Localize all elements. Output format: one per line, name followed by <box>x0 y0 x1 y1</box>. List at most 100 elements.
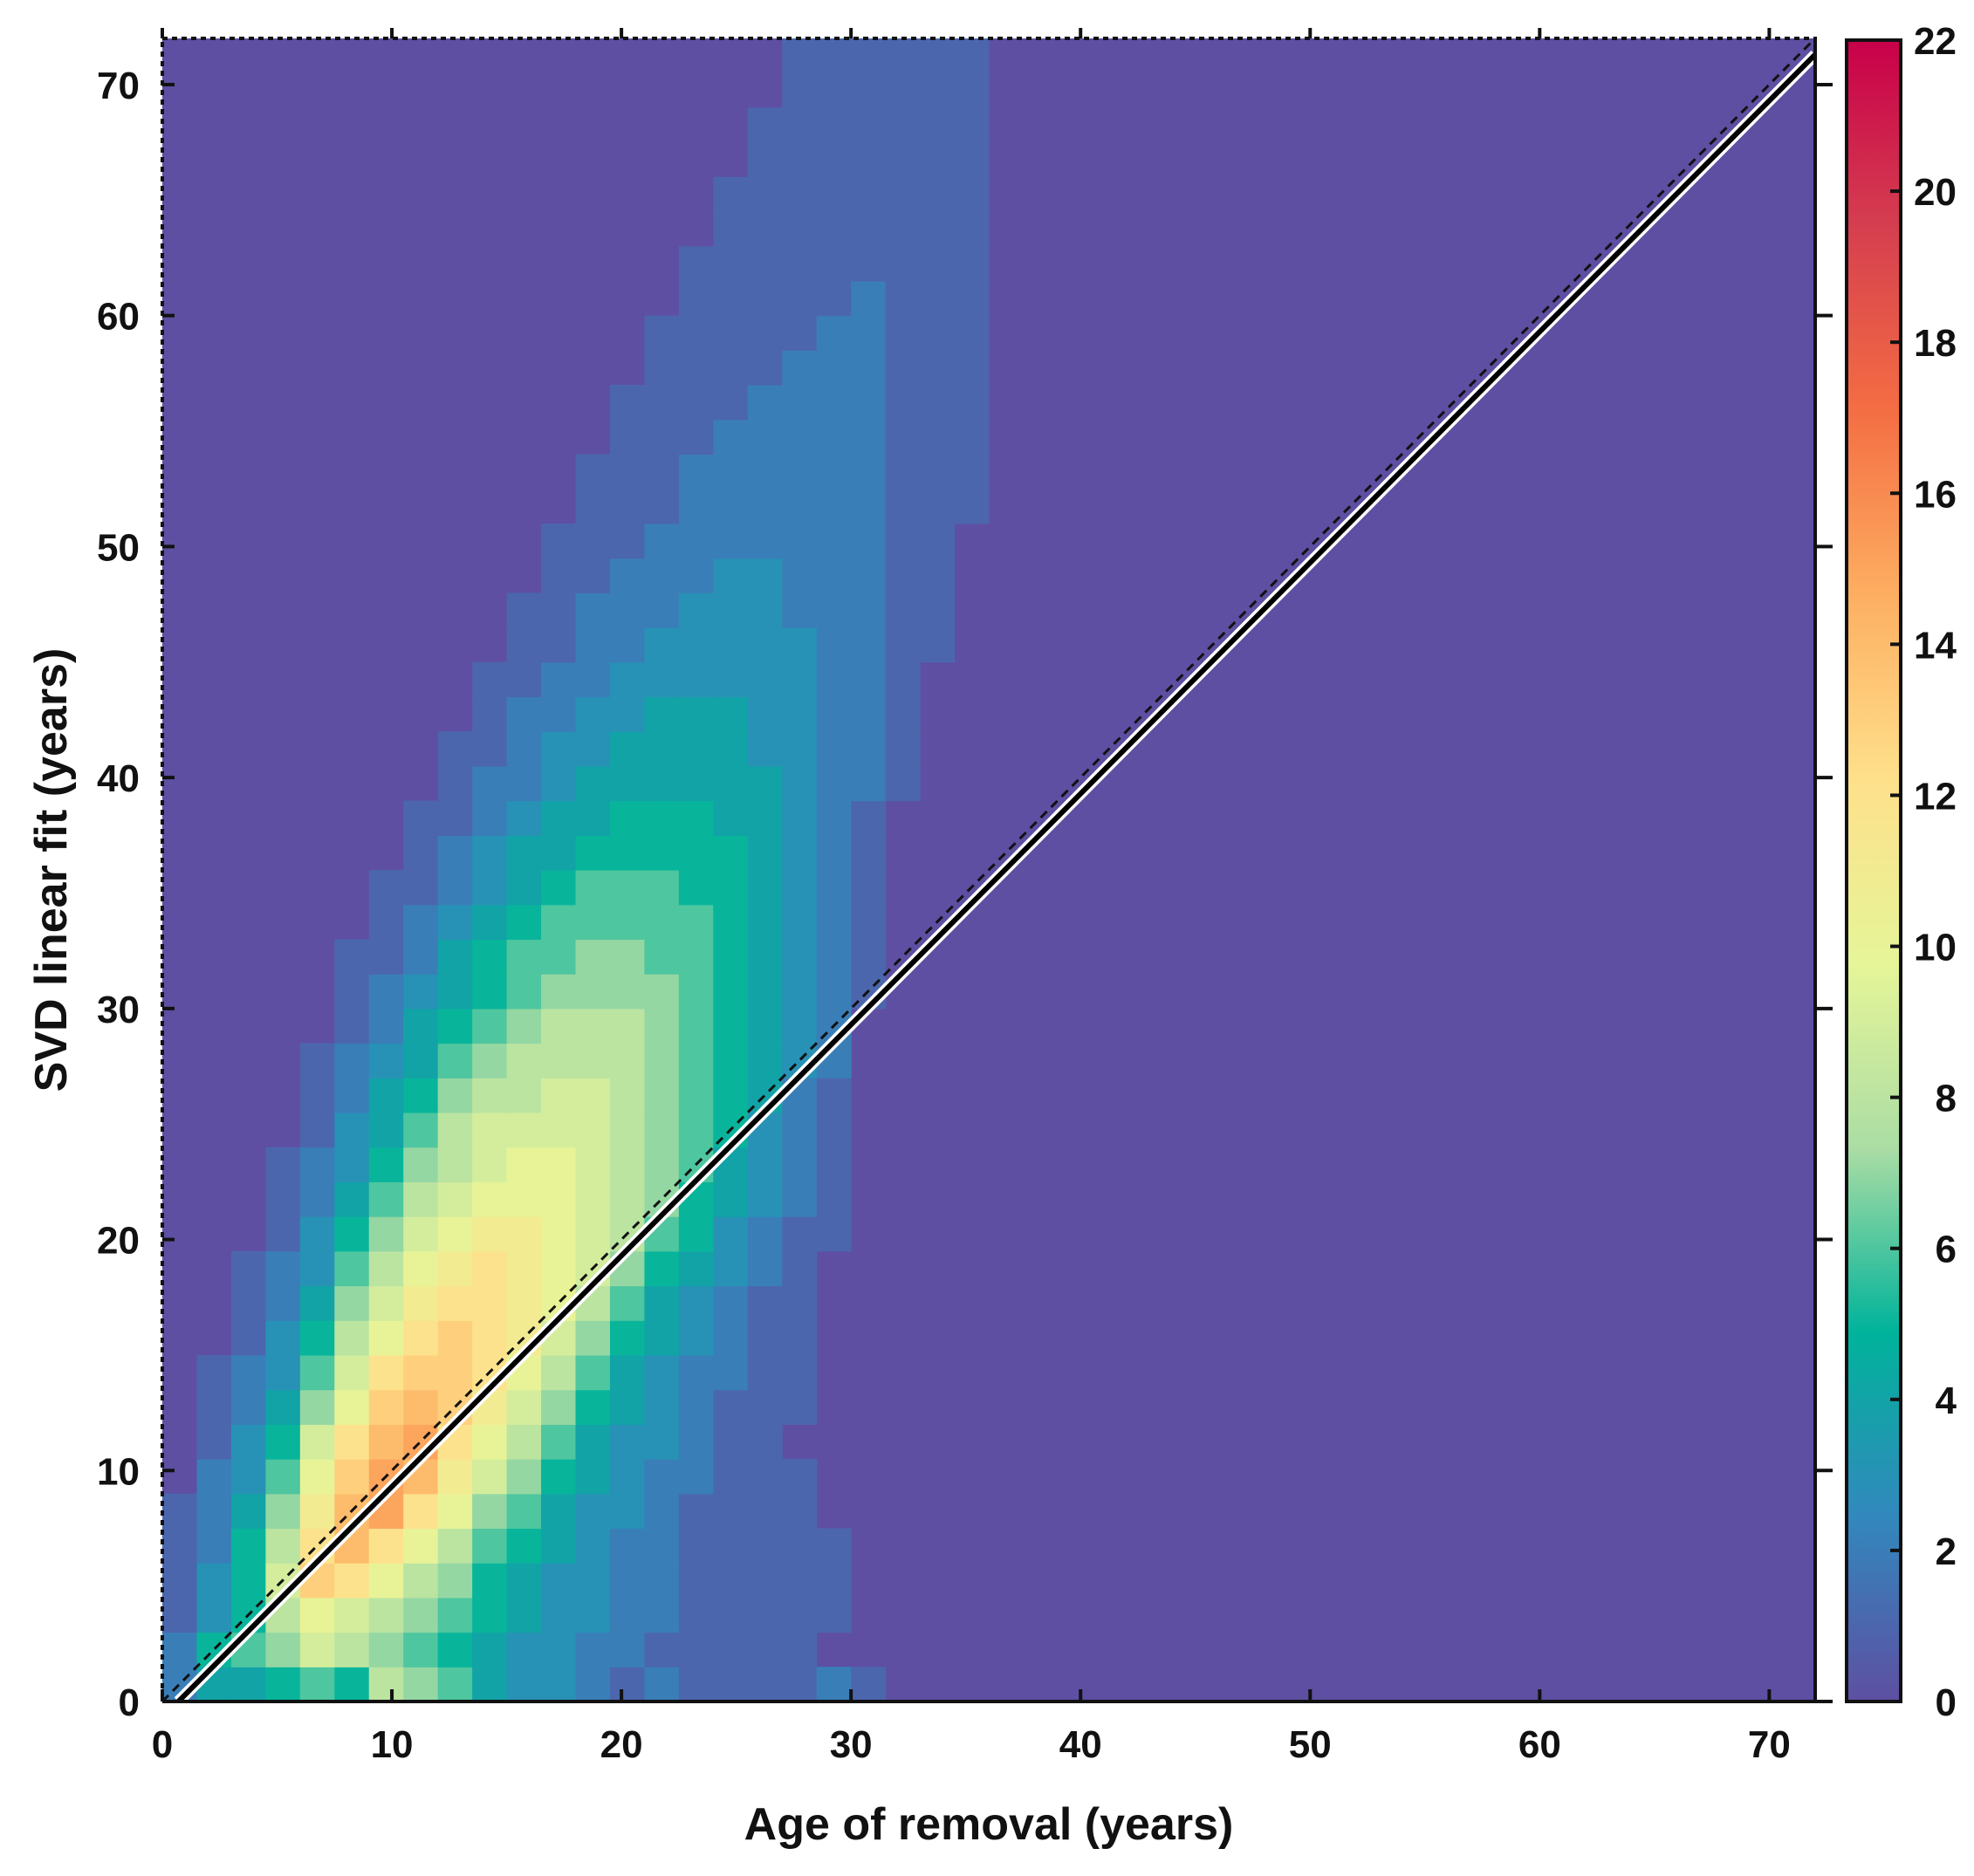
heatmap-cell <box>713 1250 749 1287</box>
heatmap-cell <box>368 1667 404 1702</box>
heatmap-cell <box>782 870 818 906</box>
heatmap-cell <box>816 142 852 178</box>
heatmap-cell <box>403 1632 439 1667</box>
heatmap-cell <box>678 1112 714 1148</box>
heatmap-cell <box>851 350 887 386</box>
heatmap-cell <box>954 350 990 386</box>
heatmap-cell <box>782 315 818 351</box>
heatmap-cell <box>368 1078 404 1113</box>
heatmap-cell <box>437 1667 473 1702</box>
heatmap-cell <box>368 1285 404 1321</box>
heatmap-cell <box>747 1424 783 1460</box>
heatmap-cell <box>782 454 818 490</box>
heatmap-cell <box>678 1424 714 1460</box>
heatmap-cell <box>541 1112 577 1148</box>
heatmap-cell <box>437 1008 473 1044</box>
heatmap-cell <box>678 765 714 802</box>
heatmap-cell <box>713 1285 749 1321</box>
heatmap-cell <box>678 835 714 871</box>
heatmap-cell <box>713 1043 749 1078</box>
y-axis-title: SVD linear fit (years) <box>26 648 77 1092</box>
colorbar-tick-label: 12 <box>1914 775 1957 818</box>
heatmap-cell <box>782 1632 818 1667</box>
heatmap-cell <box>954 142 990 178</box>
heatmap-cell <box>782 800 818 836</box>
heatmap-cell <box>885 350 921 386</box>
heatmap-cell <box>747 1667 783 1702</box>
heatmap-cell <box>644 1424 680 1460</box>
y-tick-label: 30 <box>97 989 140 1031</box>
heatmap-cell <box>713 523 749 559</box>
heatmap-cell <box>506 1250 542 1287</box>
heatmap-cell <box>472 1285 508 1321</box>
heatmap-cell <box>299 1285 335 1321</box>
fit-lines <box>161 37 1820 1706</box>
heatmap-cell <box>162 1597 198 1633</box>
heatmap-cell <box>851 870 887 906</box>
x-tick-label: 10 <box>371 1723 414 1766</box>
heatmap-cell <box>609 696 646 732</box>
heatmap-cell <box>678 1285 714 1321</box>
heatmap-cell <box>299 1112 335 1148</box>
heatmap-cell <box>437 1354 473 1391</box>
heatmap-cell <box>230 1459 266 1495</box>
heatmap-cell <box>472 1320 508 1356</box>
heatmap-cell <box>609 558 646 593</box>
heatmap-cell <box>541 1354 577 1391</box>
heatmap-cell <box>334 1667 370 1702</box>
heatmap-cell <box>954 107 990 143</box>
x-tick-label: 20 <box>600 1723 643 1766</box>
heatmap-cell <box>644 1147 680 1182</box>
heatmap-cell <box>472 1563 508 1599</box>
heatmap-cell <box>437 800 473 836</box>
heatmap-cell <box>575 489 611 524</box>
heatmap-cell <box>747 489 783 524</box>
heatmap-cell <box>851 765 887 802</box>
heatmap-cell <box>885 107 921 143</box>
heatmap-cell <box>472 1043 508 1078</box>
heatmap-cell <box>299 1493 335 1530</box>
heatmap-cell <box>678 1493 714 1530</box>
heatmap-cell <box>782 38 818 74</box>
heatmap-cell <box>506 1528 542 1564</box>
heatmap-cell <box>575 974 611 1010</box>
heatmap-cell <box>954 38 990 74</box>
heatmap-cell <box>334 974 370 1010</box>
heatmap-cell <box>472 696 508 732</box>
heatmap-cell <box>265 1389 301 1425</box>
heatmap-cell <box>713 1493 749 1530</box>
heatmap-cell <box>541 1528 577 1564</box>
heatmap-cell <box>472 1008 508 1044</box>
heatmap-cell <box>747 592 783 628</box>
heatmap-cell <box>816 419 852 455</box>
heatmap-cell <box>747 385 783 421</box>
heatmap-cell <box>541 1632 577 1667</box>
heatmap-cell <box>472 835 508 871</box>
heatmap-cell <box>678 592 714 628</box>
heatmap-cell <box>644 315 680 351</box>
x-tick-label: 50 <box>1289 1723 1332 1766</box>
heatmap-cell <box>678 419 714 455</box>
heatmap-cell <box>265 1354 301 1391</box>
heatmap-cell <box>644 904 680 941</box>
heatmap-cell <box>920 107 956 143</box>
heatmap-cell <box>747 835 783 871</box>
heatmap-cell <box>747 1597 783 1633</box>
heatmap-cell <box>541 1597 577 1633</box>
heatmap-cell <box>609 1181 646 1217</box>
heatmap-cell <box>644 1459 680 1495</box>
heatmap-cell <box>747 661 783 698</box>
heatmap-cell <box>437 1147 473 1182</box>
heatmap-cell <box>678 800 714 836</box>
heatmap-cell <box>437 1563 473 1599</box>
heatmap-cell <box>609 661 646 698</box>
heatmap-cell <box>816 489 852 524</box>
heatmap-cell <box>713 454 749 490</box>
heatmap-cell <box>885 765 921 802</box>
heatmap-cell <box>609 627 646 663</box>
heatmap-cell <box>713 765 749 802</box>
heatmap-cell <box>196 1389 232 1425</box>
heatmap-cell <box>472 1667 508 1702</box>
heatmap-cell <box>747 1389 783 1425</box>
